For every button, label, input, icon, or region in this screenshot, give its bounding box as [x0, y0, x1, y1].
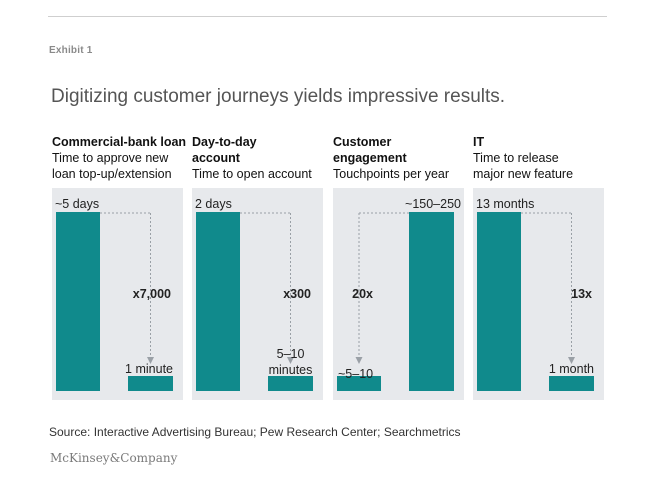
- panel-3-arrowhead: [355, 357, 363, 364]
- panel-4-header: IT Time to release major new feature: [473, 134, 613, 182]
- panel-1-multiplier: x7,000: [133, 287, 171, 301]
- top-rule: [48, 16, 607, 17]
- panel-3-bar-after: [409, 212, 454, 391]
- panel-4-subtitle-line-2: major new feature: [473, 167, 574, 181]
- panel-2-bar-after: [268, 376, 313, 391]
- panel-1-value-after: 1 minute: [125, 362, 173, 376]
- panel-3-value-after: ~150–250: [405, 197, 461, 211]
- panel-4-value-before: 13 months: [476, 197, 534, 211]
- panel-3-header: Customer engagement Touchpoints per year: [333, 134, 473, 182]
- panel-3-bar-before: [337, 376, 381, 391]
- exhibit-label: Exhibit 1: [49, 45, 93, 56]
- panel-3-title-line-1: Customer: [333, 135, 392, 149]
- panel-1-value-before: ~5 days: [55, 197, 99, 211]
- panel-4-subtitle-line-1: Time to release: [473, 151, 559, 165]
- panel-2-subtitle-line-1: Time to open account: [192, 167, 312, 181]
- panel-2-value-after-line-1: 5–10: [277, 347, 305, 361]
- panel-1-arrowhead: [147, 357, 154, 364]
- panel-4-multiplier: 13x: [571, 287, 592, 301]
- panel-1-subtitle-line-2: loan top-up/extension: [52, 167, 172, 181]
- panel-2-value-before: 2 days: [195, 197, 232, 211]
- panel-4-bar-after: [549, 376, 594, 391]
- chart-title: Digitizing customer journeys yields impr…: [51, 86, 506, 107]
- panel-1-subtitle-line-1: Time to approve new: [52, 151, 169, 165]
- panel-1-header: Commercial-bank loan Time to approve new…: [52, 134, 192, 182]
- panel-3-subtitle-line-1: Touchpoints per year: [333, 167, 450, 181]
- panel-3-value-before: ~5–10: [338, 367, 373, 381]
- panel-2-header: Day-to-day account Time to open account: [192, 134, 332, 182]
- panel-3-title-line-2: engagement: [333, 151, 407, 165]
- panel-1-bar-after: [128, 376, 173, 391]
- panel-2-title-line-2: account: [192, 151, 240, 165]
- panel-2-value-after-line-2: minutes: [269, 363, 313, 377]
- brand-logo: McKinsey&Company: [50, 451, 178, 465]
- panel-1-title: Commercial-bank loan: [52, 135, 187, 149]
- panel-3-multiplier: 20x: [352, 287, 373, 301]
- panel-2-multiplier: x300: [283, 287, 311, 301]
- panel-2-title-line-1: Day-to-day: [192, 135, 257, 149]
- panel-1-bar-before: [56, 212, 100, 391]
- panel-4-arrowhead: [568, 357, 575, 364]
- panel-2-bar-before: [196, 212, 240, 391]
- source-note: Source: Interactive Advertising Bureau; …: [49, 425, 461, 439]
- panel-2-arrowhead: [287, 357, 294, 364]
- panel-4-value-after: 1 month: [549, 362, 594, 376]
- panel-4-title: IT: [473, 135, 485, 149]
- panel-4-bar-before: [477, 212, 521, 391]
